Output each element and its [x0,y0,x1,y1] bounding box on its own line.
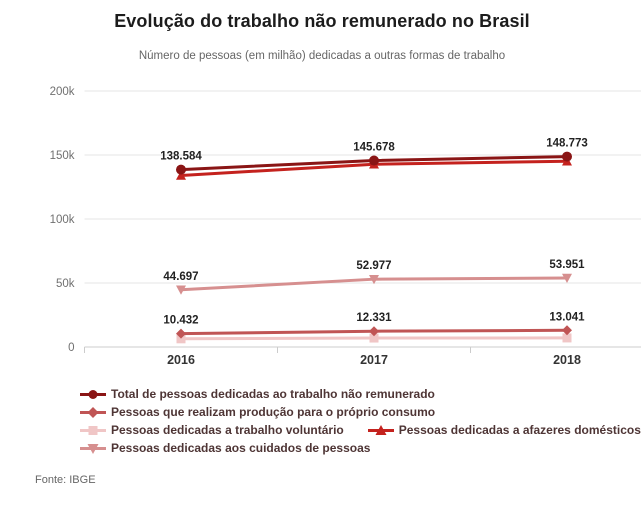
square-legend-marker-icon [80,424,106,437]
legend-item-afazeres-domesticos[interactable]: Pessoas dedicadas a afazeres domésticos [367,423,641,437]
chart-subtitle: Número de pessoas (em milhão) dedicadas … [138,50,506,62]
data-point-marker [562,333,572,343]
y-axis-tick-label: 150k [50,150,75,162]
data-point-marker [176,170,186,180]
data-point-marker [369,155,379,166]
legend-marker-shape [88,389,98,399]
x-axis-category-label: 2016 [167,353,195,367]
data-label: 148.773 [546,138,588,150]
y-axis-tick-label: 100k [50,214,75,226]
triangle-up-legend-marker-icon [367,424,394,437]
data-label: 138.584 [160,151,202,163]
legend-label: Pessoas dedicadas aos cuidados de pessoa… [111,441,371,455]
data-label: 44.697 [163,271,198,283]
circle-legend-marker-icon [80,388,106,401]
legend-label: Total de pessoas dedicadas ao trabalho n… [111,387,435,401]
data-point-marker [562,325,572,336]
data-label: 12.331 [356,312,392,324]
x-axis-category-label: 2018 [553,353,581,367]
legend-label: Pessoas dedicadas a afazeres domésticos [398,423,641,437]
y-axis-tick-label: 50k [56,278,75,290]
data-point-marker [562,273,572,283]
diamond-legend-marker-icon [80,406,106,419]
data-label: 52.977 [356,260,391,272]
legend-row: Pessoas que realizam produção para o pró… [80,405,644,419]
data-label: 145.678 [353,142,395,154]
legend-marker-shape [375,424,387,435]
data-label: 10.432 [163,315,198,327]
legend-item-cuidados-de-pessoas[interactable]: Pessoas dedicadas aos cuidados de pessoa… [80,441,370,455]
triangle-down-legend-marker-icon [80,442,106,455]
legend-item-producao-proprio-consumo[interactable]: Pessoas que realizam produção para o pró… [80,405,435,419]
data-point-marker [176,334,186,344]
data-point-marker [369,333,379,343]
chart-legend: Total de pessoas dedicadas ao trabalho n… [80,387,644,459]
data-point-marker [369,326,379,337]
line-chart-plot-area: 0 50k 100k 150k 200k 2016 2017 2018 44.697 52.977… [50,86,641,367]
data-point-marker [176,328,186,339]
data-point-marker [562,151,572,162]
legend-row: Pessoas dedicadas aos cuidados de pessoa… [80,441,644,455]
legend-marker-shape [87,406,99,418]
data-label: 53.951 [549,259,585,271]
legend-marker-shape [87,443,99,454]
data-point-marker [176,164,186,175]
legend-marker-shape [88,425,98,435]
x-axis-category-label: 2017 [360,353,388,367]
data-label: 13.041 [549,311,585,323]
legend-item-total-trabalho-nao-remunerado[interactable]: Total de pessoas dedicadas ao trabalho n… [80,387,435,401]
legend-item-trabalho-voluntario[interactable]: Pessoas dedicadas a trabalho voluntário [80,423,344,437]
data-point-marker [176,285,186,295]
data-point-marker [369,274,379,285]
source-note: Fonte: IBGE [35,474,96,486]
chart-title: Evolução do trabalho não remunerado no B… [114,11,530,31]
legend-label: Pessoas dedicadas a trabalho voluntário [111,423,344,437]
y-axis-tick-label: 0 [68,342,74,354]
y-axis-tick-label: 200k [50,86,75,98]
legend-row: Pessoas dedicadas a trabalho voluntário P… [80,423,644,437]
legend-row: Total de pessoas dedicadas ao trabalho n… [80,387,644,401]
legend-label: Pessoas que realizam produção para o pró… [111,405,436,419]
